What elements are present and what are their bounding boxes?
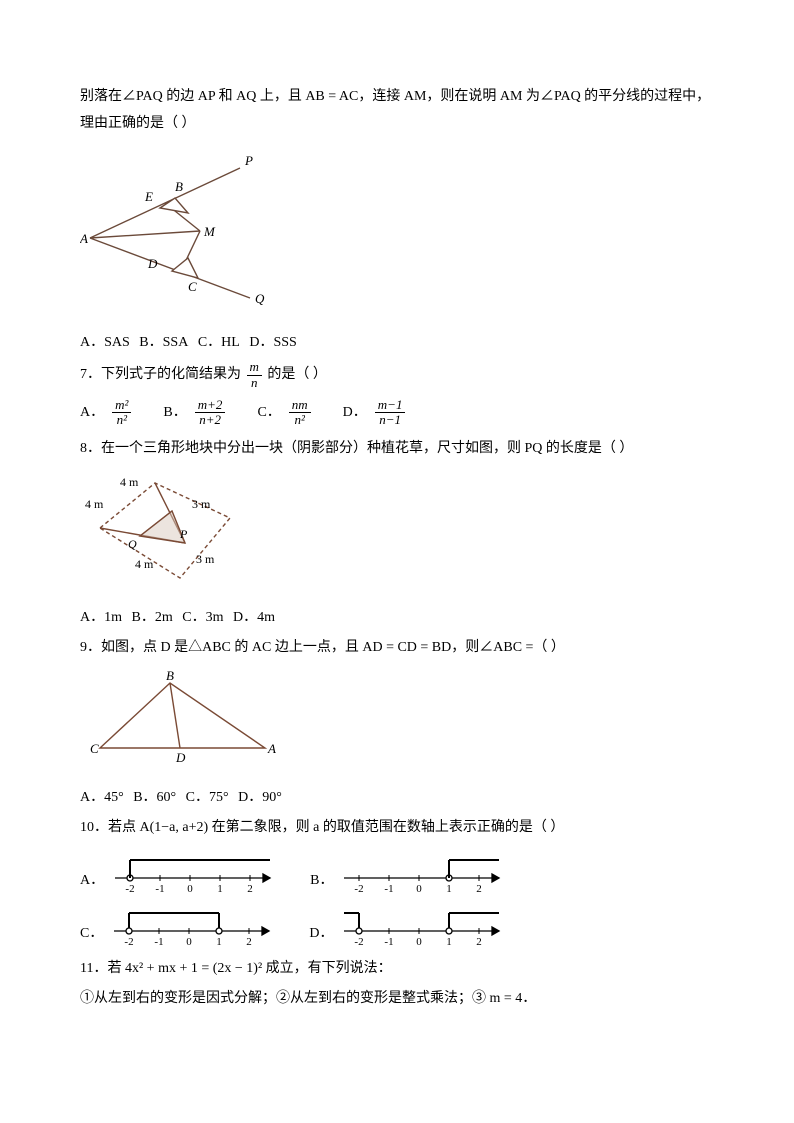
svg-text:M: M — [203, 224, 216, 239]
q8-opt-d[interactable]: D．4m — [233, 610, 275, 625]
svg-text:1: 1 — [217, 883, 223, 895]
svg-text:P: P — [179, 527, 188, 541]
svg-text:C: C — [90, 741, 99, 756]
q8-options: A．1m B．2m C．3m D．4m — [80, 605, 714, 632]
svg-text:0: 0 — [187, 936, 193, 948]
svg-text:-2: -2 — [125, 936, 134, 948]
svg-text:4 m: 4 m — [120, 475, 139, 489]
q11-sub: ①从左到右的变形是因式分解；②从左到右的变形是整式乘法；③ m = 4． — [80, 986, 714, 1013]
svg-text:4 m: 4 m — [85, 497, 104, 511]
q6-opt-a[interactable]: A．SAS — [80, 335, 130, 350]
q11-stem: 11．若 4x² + mx + 1 = (2x − 1)² 成立，有下列说法： — [80, 956, 714, 983]
q8-figure: 4 m 4 m 3 m 3 m P Q 4 m — [80, 468, 714, 599]
q6-options: A．SAS B．SSA C．HL D．SSS — [80, 330, 714, 357]
svg-text:2: 2 — [477, 883, 483, 895]
svg-text:C: C — [188, 279, 197, 294]
svg-text:-1: -1 — [385, 936, 394, 948]
svg-text:2: 2 — [477, 936, 483, 948]
q10-row2: C． -2-1012 D． -2-1012 — [80, 903, 714, 948]
q9-stem: 9．如图，点 D 是△ABC 的 AC 边上一点，且 AD = CD = BD，… — [80, 635, 714, 662]
svg-text:B: B — [166, 668, 174, 683]
svg-text:0: 0 — [187, 883, 193, 895]
q10-opt-d[interactable]: D． -2-1012 — [309, 903, 509, 948]
q10-stem: 10．若点 A(1−a, a+2) 在第二象限，则 a 的取值范围在数轴上表示正… — [80, 815, 714, 842]
svg-text:1: 1 — [447, 883, 453, 895]
svg-text:-2: -2 — [126, 883, 135, 895]
q10-opt-a[interactable]: A． -2-1012 — [80, 850, 280, 895]
q8-opt-c[interactable]: C．3m — [182, 610, 223, 625]
svg-text:-1: -1 — [155, 936, 164, 948]
svg-text:2: 2 — [247, 936, 253, 948]
q8-stem: 8．在一个三角形地块中分出一块（阴影部分）种植花草，尺寸如图，则 PQ 的长度是… — [80, 436, 714, 463]
svg-text:A: A — [267, 741, 276, 756]
svg-text:D: D — [175, 750, 186, 765]
svg-text:Q: Q — [128, 537, 137, 551]
svg-text:-1: -1 — [385, 883, 394, 895]
q7-opt-b[interactable]: B．m+2n+2 — [163, 398, 227, 428]
svg-text:3 m: 3 m — [192, 497, 211, 511]
svg-text:P: P — [244, 153, 253, 168]
q10-row1: A． -2-1012 B． -2-1012 — [80, 850, 714, 895]
svg-text:0: 0 — [417, 883, 423, 895]
svg-text:3 m: 3 m — [196, 552, 215, 566]
q9-opt-c[interactable]: C．75° — [186, 790, 229, 805]
q8-opt-a[interactable]: A．1m — [80, 610, 122, 625]
svg-text:-2: -2 — [355, 883, 364, 895]
q6-figure: A P Q B E M D C — [80, 143, 714, 324]
svg-text:-2: -2 — [355, 936, 364, 948]
svg-text:E: E — [144, 189, 153, 204]
q6-opt-d[interactable]: D．SSS — [249, 335, 296, 350]
q8-opt-b[interactable]: B．2m — [132, 610, 173, 625]
q9-opt-d[interactable]: D．90° — [238, 790, 282, 805]
q7-options: A．m²n² B．m+2n+2 C．nmn² D．m−1n−1 — [80, 398, 714, 428]
svg-text:Q: Q — [255, 291, 265, 306]
q9-options: A．45° B．60° C．75° D．90° — [80, 785, 714, 812]
svg-text:1: 1 — [447, 936, 453, 948]
q6-cont: 别落在∠PAQ 的边 AP 和 AQ 上，且 AB = AC，连接 AM，则在说… — [80, 84, 714, 137]
svg-text:0: 0 — [417, 936, 423, 948]
q6-opt-c[interactable]: C．HL — [198, 335, 240, 350]
q9-opt-b[interactable]: B．60° — [133, 790, 176, 805]
q7-stem: 7．下列式子的化简结果为 mn 的是（ ） — [80, 360, 714, 390]
q6-opt-b[interactable]: B．SSA — [139, 335, 188, 350]
q7-opt-c[interactable]: C．nmn² — [257, 398, 312, 428]
svg-text:A: A — [80, 231, 88, 246]
q7-opt-d[interactable]: D．m−1n−1 — [343, 398, 408, 428]
q10-opt-b[interactable]: B． -2-1012 — [310, 850, 509, 895]
q9-opt-a[interactable]: A．45° — [80, 790, 124, 805]
svg-text:D: D — [147, 256, 158, 271]
svg-text:B: B — [175, 179, 183, 194]
q9-figure: C B A D — [80, 668, 714, 779]
q10-opt-c[interactable]: C． -2-1012 — [80, 903, 279, 948]
svg-text:4 m: 4 m — [135, 557, 154, 571]
svg-text:1: 1 — [217, 936, 223, 948]
q7-opt-a[interactable]: A．m²n² — [80, 398, 133, 428]
svg-text:2: 2 — [247, 883, 253, 895]
svg-text:-1: -1 — [156, 883, 165, 895]
